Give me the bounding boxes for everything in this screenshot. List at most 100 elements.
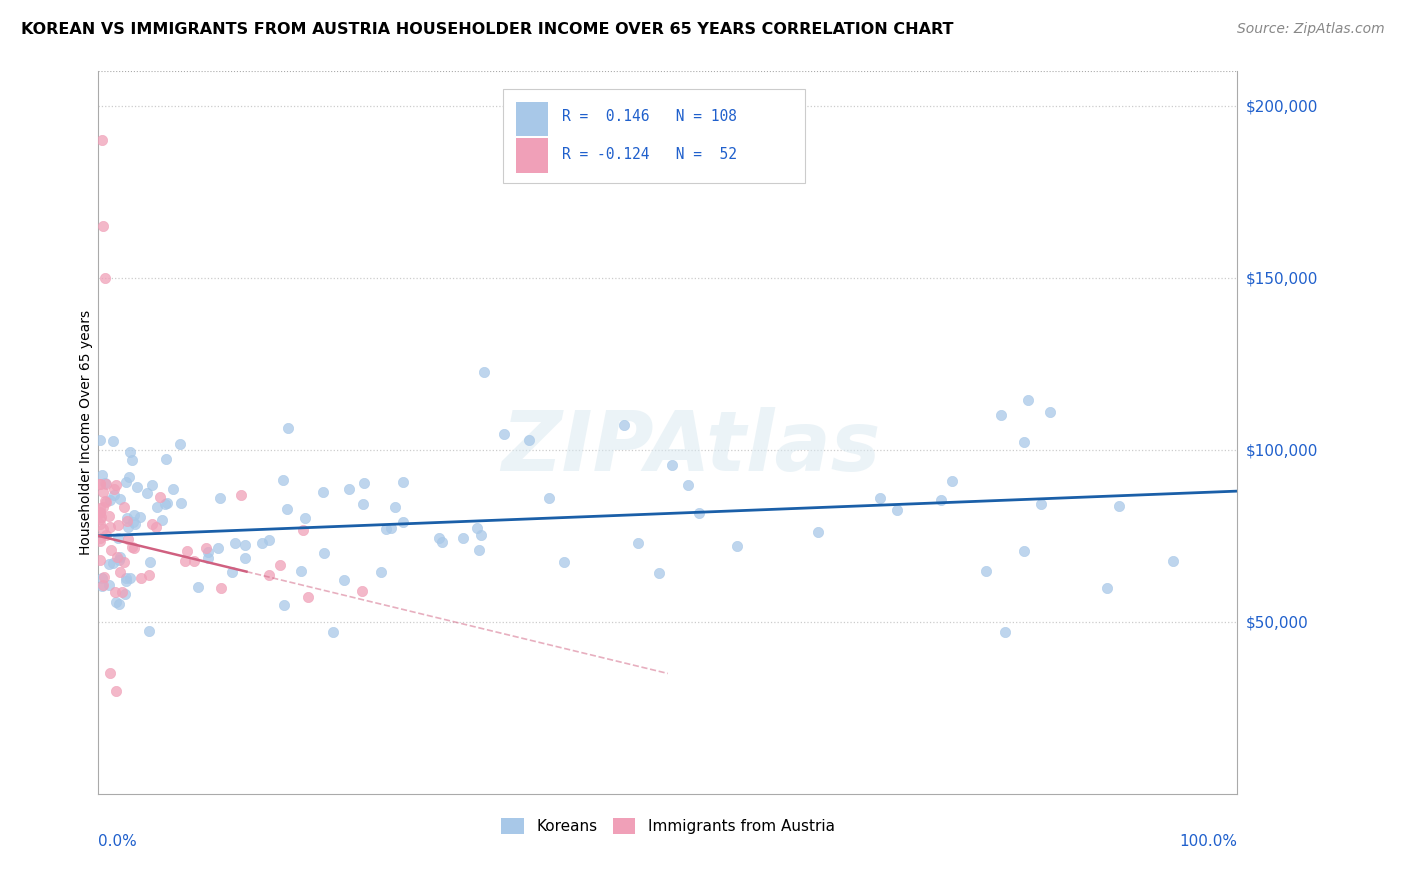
Point [105, 550, 128, 565]
Point [104, 683, 127, 698]
Point [117, 520, 139, 534]
Point [93, 522, 115, 536]
Point [107, 518, 129, 533]
Point [118, 571, 141, 585]
Point [89, 477, 111, 491]
Point [94, 476, 117, 491]
Point [156, 496, 179, 510]
Point [112, 555, 135, 569]
Point [103, 482, 125, 496]
Point [129, 570, 152, 584]
Point [725, 539, 748, 553]
Point [98, 666, 121, 681]
Point [470, 528, 492, 542]
Point [89, 533, 111, 548]
Point [93, 570, 115, 584]
Point [375, 522, 398, 536]
Point [451, 531, 474, 545]
Point [98, 493, 121, 508]
Point [162, 482, 184, 496]
Point [90, 579, 112, 593]
Point [150, 513, 173, 527]
Point [91, 219, 114, 234]
Point [138, 624, 160, 638]
Point [688, 506, 710, 520]
Legend: Koreans, Immigrants from Austria: Koreans, Immigrants from Austria [495, 813, 841, 840]
Point [427, 532, 450, 546]
Point [292, 524, 315, 538]
Point [110, 549, 132, 564]
Point [89, 517, 111, 532]
Point [97, 577, 120, 591]
Point [145, 520, 167, 534]
Point [380, 521, 402, 535]
Point [472, 365, 495, 379]
Point [627, 535, 650, 549]
Point [94, 527, 117, 541]
Text: R =  0.146   N = 108: R = 0.146 N = 108 [562, 110, 737, 124]
Point [91, 485, 114, 500]
Point [97, 508, 120, 523]
Point [941, 474, 963, 488]
Point [312, 484, 335, 499]
Point [1014, 544, 1036, 558]
Point [259, 567, 281, 582]
Point [101, 556, 124, 570]
Point [90, 510, 112, 524]
Point [661, 458, 683, 472]
Point [89, 477, 111, 491]
Point [332, 573, 354, 587]
Point [122, 508, 145, 523]
Bar [516, 102, 548, 136]
Point [1017, 393, 1039, 408]
Point [613, 418, 636, 433]
Point [384, 500, 406, 514]
Point [233, 538, 256, 552]
Point [89, 506, 111, 520]
Point [98, 520, 121, 534]
Point [1095, 582, 1118, 596]
Point [138, 568, 160, 582]
Point [98, 557, 121, 571]
Point [89, 531, 111, 545]
Point [94, 270, 117, 285]
Text: 100.0%: 100.0% [1180, 834, 1237, 848]
Point [676, 477, 699, 491]
Point [89, 512, 111, 526]
Point [101, 434, 124, 449]
Point [391, 475, 413, 490]
Text: Source: ZipAtlas.com: Source: ZipAtlas.com [1237, 22, 1385, 37]
Text: 0.0%: 0.0% [98, 834, 138, 848]
Point [146, 500, 169, 514]
Point [94, 477, 117, 491]
Point [231, 488, 253, 502]
Point [108, 553, 131, 567]
Point [96, 495, 118, 509]
Point [89, 501, 111, 516]
Point [276, 501, 298, 516]
Point [115, 574, 138, 588]
Point [271, 473, 294, 487]
Point [107, 531, 129, 545]
Point [370, 566, 392, 580]
Point [233, 550, 256, 565]
Point [108, 491, 131, 506]
Point [117, 533, 139, 547]
Point [290, 564, 312, 578]
Point [1163, 554, 1185, 568]
Point [121, 540, 143, 554]
Point [89, 434, 111, 448]
Text: KOREAN VS IMMIGRANTS FROM AUSTRIA HOUSEHOLDER INCOME OVER 65 YEARS CORRELATION C: KOREAN VS IMMIGRANTS FROM AUSTRIA HOUSEH… [21, 22, 953, 37]
Point [277, 421, 299, 435]
Point [121, 453, 143, 467]
Point [118, 470, 141, 484]
Point [1108, 499, 1130, 513]
Point [124, 516, 146, 531]
Point [468, 543, 491, 558]
Point [149, 490, 172, 504]
Point [115, 475, 138, 489]
Text: R = -0.124   N =  52: R = -0.124 N = 52 [562, 147, 737, 162]
Point [207, 541, 229, 555]
Point [322, 625, 344, 640]
Point [538, 491, 561, 505]
